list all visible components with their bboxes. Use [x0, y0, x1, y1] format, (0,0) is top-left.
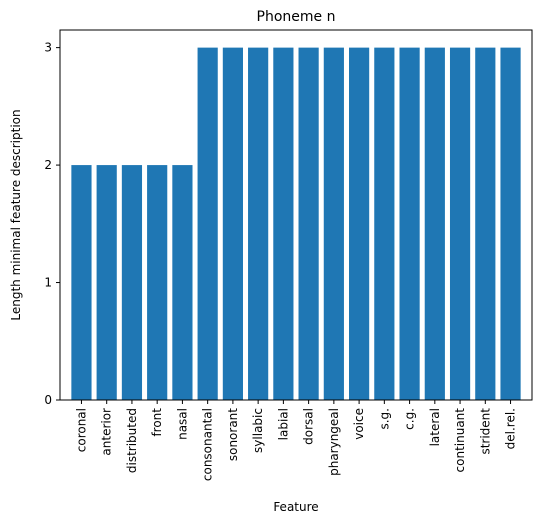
y-axis: 0 1 2 3 — [44, 41, 60, 407]
y-tick-label: 1 — [44, 276, 52, 290]
x-tick-label: coronal — [74, 408, 88, 452]
x-tick-label: anterior — [100, 408, 114, 456]
bar-dorsal — [298, 47, 319, 401]
bar-nasal — [172, 165, 193, 400]
bar-distributed — [121, 165, 143, 400]
x-tick-label: continuant — [453, 408, 467, 473]
bar-continuant — [449, 47, 471, 401]
x-tick-label: s.g. — [377, 408, 391, 430]
x-tick-label: nasal — [175, 408, 189, 440]
y-axis-label: Length minimal feature description — [9, 109, 23, 320]
bar-front — [147, 165, 168, 400]
x-tick-label: labial — [276, 408, 290, 440]
bar-labial — [273, 47, 294, 401]
bar-strident — [475, 47, 496, 401]
bar-consonantal — [197, 47, 218, 401]
x-tick-label: strident — [478, 408, 492, 455]
bar-c.g. — [399, 47, 420, 401]
x-tick-label: syllabic — [251, 408, 265, 453]
x-tick-label: consonantal — [201, 408, 215, 481]
x-tick-label: pharyngeal — [327, 408, 341, 476]
x-tick-label: voice — [352, 408, 366, 440]
x-tick-label: dorsal — [302, 408, 316, 445]
bar-anterior — [96, 165, 117, 400]
x-tick-label: c.g. — [403, 408, 417, 430]
bar-coronal — [71, 165, 92, 400]
bar-s.g. — [374, 47, 395, 401]
x-tick-label: front — [150, 408, 164, 437]
bar-syllabic — [248, 47, 269, 401]
bar-pharyngeal — [323, 47, 344, 401]
y-tick-label: 3 — [44, 41, 52, 55]
bar-del.rel. — [500, 47, 521, 401]
x-tick-label: distributed — [125, 408, 139, 473]
x-axis-label: Feature — [273, 500, 318, 514]
bar-sonorant — [222, 47, 243, 401]
x-tick-label: sonorant — [226, 408, 240, 461]
plot-frame — [59, 29, 533, 401]
x-tick-label: lateral — [428, 408, 442, 446]
y-tick-label: 2 — [44, 158, 52, 172]
x-axis: coronal anterior distributed front nasal cons… — [74, 400, 518, 481]
y-tick-label: 0 — [44, 393, 52, 407]
bars-group — [71, 47, 521, 401]
x-tick-label: del.rel. — [504, 408, 518, 449]
bar-lateral — [424, 47, 445, 401]
chart-title: Phoneme n — [257, 9, 336, 25]
bar-voice — [349, 47, 370, 401]
